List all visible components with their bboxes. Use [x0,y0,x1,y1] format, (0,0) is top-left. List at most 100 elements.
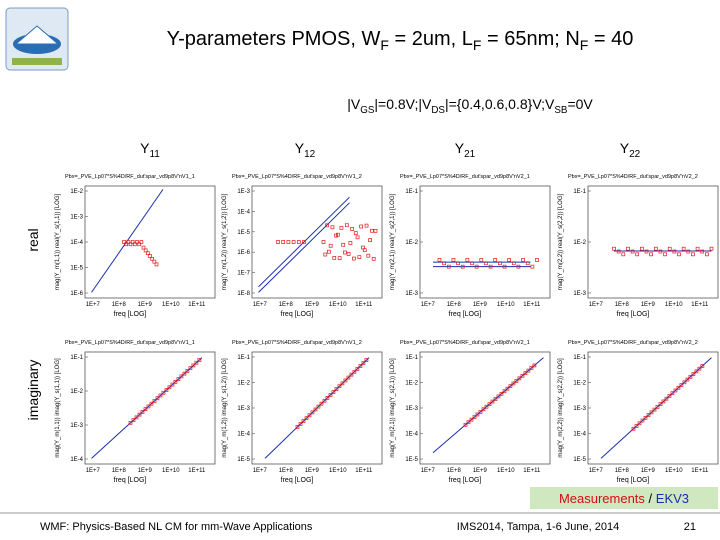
measurement-point [339,225,344,230]
measurement-point [709,246,714,251]
measurement-point [327,249,331,254]
measurement-point [298,422,303,426]
measurement-point [176,377,181,381]
measurement-point [460,264,465,269]
measurement-point [295,425,300,429]
measurement-point [652,407,657,412]
measurement-point [143,407,148,412]
measurement-point [182,371,187,376]
measurement-point [686,249,691,254]
x-tick-label: 1E+7 [421,468,436,474]
measurement-point [310,410,315,415]
measurement-point [514,379,519,383]
y-tick-label: 1E-4 [573,432,586,438]
measurement-point [499,391,504,396]
measurement-point [304,416,309,421]
measurement-point [470,261,474,266]
measurement-point [670,391,675,396]
subtitle-sub: DS [431,105,445,116]
panel-xlabel: freq [LOG] [281,477,314,484]
y-tick-label: 1E-3 [237,189,250,195]
measurement-point [465,258,470,262]
panel-caption: Pbx=_PVE_Lp07*S%4D/RF_dut'spar_vd9p8V'nV… [65,340,195,346]
measurement-point [355,235,360,240]
x-tick-label: 1E+10 [497,302,515,308]
measurement-point [681,246,686,251]
x-tick-label: 1E+11 [188,468,206,474]
measurement-point [469,417,474,422]
measurement-point [637,421,642,426]
x-tick-label: 1E+9 [473,468,488,474]
measurement-point [131,418,136,422]
panel-xlabel: freq [LOG] [281,311,314,318]
panel-caption: Pbx=_PVE_Lp07*S%4D/RF_dut'spar_vd9p8V'nV… [232,174,362,180]
x-tick-label: 1E+7 [589,302,604,308]
measurement-point [352,369,357,374]
x-tick-label: 1E+9 [641,468,656,474]
measurement-point [661,399,666,404]
measurement-point [507,258,511,262]
column-index: 11 [149,149,160,160]
measurement-point [626,246,630,251]
y-tick-label: 1E-1 [70,355,83,361]
legend-box [530,487,718,509]
panel-ylabel: mag(Y_m(1,1)) real(Y_s(1,1)) [LOG] [55,193,61,290]
y-tick-label: 1E-5 [237,457,250,463]
measurement-point [197,358,202,362]
measurement-point [343,250,347,255]
measurement-point [346,252,351,256]
measurement-point [353,231,358,235]
column-header: Y22 [620,140,641,160]
measurement-point [343,378,348,383]
panel-caption: Pbx=_PVE_Lp07*S%4D/RF_dut'spar_vd9p8V'nV… [400,174,530,180]
measurement-point [677,252,681,257]
legend-measurements: Measurements [559,491,645,506]
panel-caption: Pbx=_PVE_Lp07*S%4D/RF_dut'spar_vd9p8V'nV… [65,174,195,180]
measurement-point [366,253,371,258]
measurement-point [137,242,142,247]
measurement-point [357,255,362,260]
measurement-point [126,240,131,244]
footer-center: IMS2014, Tampa, 1-6 June, 2014 [457,521,619,533]
measurement-point [313,407,318,412]
measurement-point [321,240,326,244]
y-tick-label: 1E-3 [405,291,418,297]
y-tick-label: 1E-3 [237,406,250,412]
measurement-point [291,240,296,244]
measurement-point [130,240,135,244]
measurement-point [621,252,626,257]
y-tick-label: 1E-5 [573,457,586,463]
subtitle-sub: SB [554,105,568,116]
measurement-point [525,261,530,266]
measurement-point [302,240,306,244]
model-trace [258,202,350,293]
measurement-point [122,240,126,244]
measurement-point [140,410,145,414]
measurement-point [170,382,175,387]
column-index: 22 [629,149,641,160]
measurement-point [663,252,667,257]
x-tick-label: 1E+11 [523,468,541,474]
x-tick-label: 1E+10 [329,302,347,308]
measurement-point [128,242,133,247]
measurement-point [348,241,353,245]
measurement-point [658,402,663,407]
measurement-point [370,228,374,233]
x-tick-label: 1E+9 [138,302,153,308]
measurement-point [128,420,133,425]
measurement-point [630,249,635,254]
title-part: Y-parameters PMOS, W [167,28,381,50]
measurement-point [152,259,157,264]
x-tick-label: 1E+7 [86,302,101,308]
measurement-point [328,243,333,248]
measurement-point [612,246,616,251]
measurement-point [631,426,636,431]
measurement-point [635,252,640,257]
measurement-point [691,252,695,257]
y-tick-label: 1E-2 [237,381,250,387]
measurement-point [188,366,193,371]
measurement-point [132,242,137,247]
measurement-point [437,258,442,262]
panel-xlabel: freq [LOG] [114,311,147,318]
measurement-point [146,404,151,409]
